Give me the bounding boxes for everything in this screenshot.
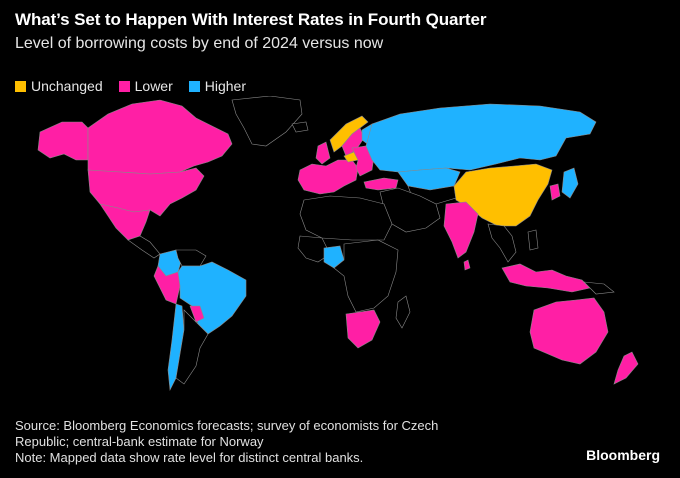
region-korea	[549, 183, 561, 201]
legend-swatch-higher	[188, 80, 200, 92]
region-mexico	[99, 203, 151, 241]
region-iceland	[291, 121, 309, 133]
region-uk	[315, 141, 331, 165]
region-argentina	[175, 309, 209, 385]
region-indonesia	[501, 263, 591, 293]
legend-item-higher: Higher	[188, 78, 247, 94]
region-west-africa	[297, 235, 331, 263]
world-map	[37, 96, 639, 392]
region-greenland	[231, 96, 303, 147]
region-central-america	[127, 235, 161, 259]
region-brazil	[177, 261, 247, 335]
region-india	[443, 201, 479, 259]
region-north-africa	[299, 195, 393, 241]
region-russia	[365, 103, 597, 173]
region-south-africa	[345, 309, 381, 349]
footnote-note: Note: Mapped data show rate level for di…	[15, 450, 364, 465]
region-canada	[87, 99, 233, 175]
legend: Unchanged Lower Higher	[15, 78, 262, 94]
region-western-europe	[297, 159, 359, 195]
chart-subtitle: Level of borrowing costs by end of 2024 …	[15, 35, 384, 52]
region-philippines	[527, 229, 539, 251]
region-southeast-asia	[487, 223, 517, 263]
region-turkey	[363, 177, 399, 191]
legend-swatch-lower	[118, 80, 130, 92]
region-new-guinea	[583, 281, 615, 295]
region-australia	[529, 297, 609, 365]
region-central-africa	[333, 239, 399, 313]
region-madagascar	[395, 295, 411, 329]
legend-swatch-unchanged	[15, 80, 26, 92]
chart-title: What’s Set to Happen With Interest Rates…	[15, 10, 487, 29]
region-alaska	[37, 121, 89, 161]
footnote: Source: Bloomberg Economics forecasts; s…	[15, 418, 535, 466]
footnote-source-line-2: Republic; central-bank estimate for Norw…	[15, 434, 264, 449]
region-venezuela	[175, 249, 207, 267]
legend-label-unchanged: Unchanged	[31, 78, 103, 94]
region-new-zealand	[613, 351, 639, 385]
legend-label-lower: Lower	[134, 78, 173, 94]
legend-label-higher: Higher	[204, 78, 247, 94]
region-japan	[561, 167, 579, 199]
footnote-source-line-1: Source: Bloomberg Economics forecasts; s…	[15, 418, 439, 433]
region-paraguay	[189, 305, 205, 323]
region-sri-lanka	[463, 259, 471, 271]
legend-item-lower: Lower	[118, 78, 173, 94]
legend-item-unchanged: Unchanged	[15, 78, 103, 94]
bloomberg-logo: Bloomberg	[586, 447, 660, 463]
